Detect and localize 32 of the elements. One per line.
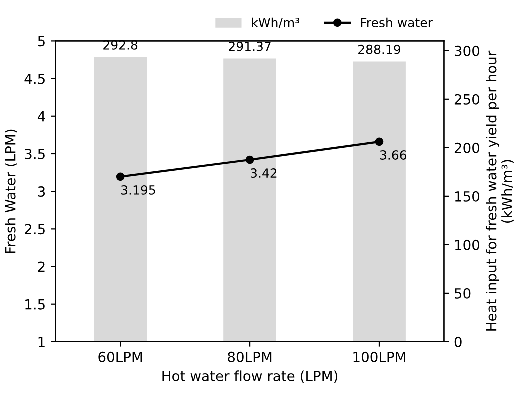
- y-tick-label: 2: [38, 262, 45, 272]
- y-tick-label: 4.5: [24, 74, 45, 84]
- legend-label: kWh/m³: [252, 18, 300, 29]
- point: [116, 172, 125, 182]
- y-tick-label: 2.5: [25, 224, 45, 235]
- y2-tick-label: 0: [454, 336, 462, 348]
- y2-tick-label: 300: [455, 46, 480, 56]
- data-label: 291.37: [229, 42, 271, 52]
- y2-tick-label: 50: [455, 288, 471, 299]
- y-tick-label: 3: [38, 186, 46, 198]
- y2-tick-label: 100: [455, 240, 480, 250]
- point: [246, 156, 254, 164]
- y2-tick-label: 150: [455, 191, 480, 202]
- y-tick-label: 3.5: [25, 148, 45, 160]
- y-tick-label: 4: [38, 112, 46, 122]
- x-axis-title: Hot water flow rate (LPM): [162, 370, 338, 384]
- y2-axis-title: Heat input for fresh water yield per hour (kWh/m³): [486, 50, 514, 331]
- x-tick-label: 80LPM: [228, 352, 272, 362]
- data-label: 3.66: [380, 150, 407, 160]
- y-axis-title: Fresh Water (LPM): [5, 130, 18, 254]
- y2-tick-label: 250: [454, 94, 480, 105]
- data-label: 3.195: [122, 185, 156, 195]
- x-tick-label: 60LPM: [98, 352, 142, 362]
- data-label: 288.19: [358, 44, 400, 54]
- point: [375, 138, 384, 146]
- y-tick-label: 1: [38, 337, 45, 348]
- data-label: 3.42: [250, 168, 277, 178]
- legend-label: Fresh water: [361, 18, 433, 28]
- y2-tick-label: 200: [454, 142, 480, 154]
- y-tick-label: 5: [38, 36, 45, 47]
- x-tick-label: 100LPM: [354, 352, 406, 362]
- y-tick-label: 1.5: [26, 300, 45, 310]
